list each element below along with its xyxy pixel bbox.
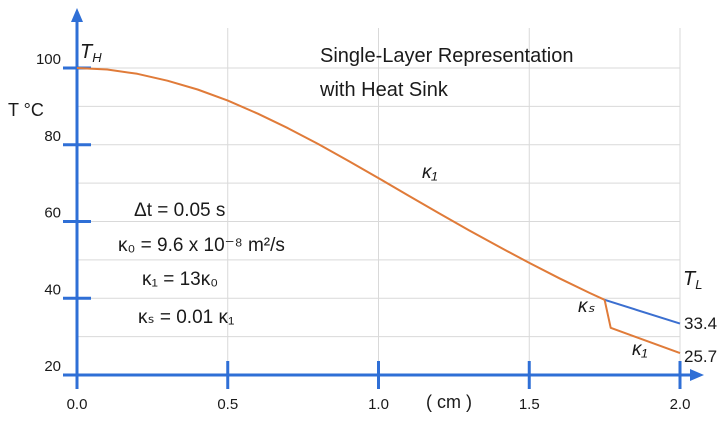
y-tick-label: 20 <box>44 358 61 375</box>
x-tick-label: 0.0 <box>67 396 88 413</box>
x-tick-label: 1.0 <box>368 396 389 413</box>
y-tick-label: 80 <box>44 128 61 145</box>
y-axis-label: T °C <box>8 100 44 120</box>
annotation-kappa0: κ₀ = 9.6 x 10⁻⁸ m²/s <box>118 235 285 256</box>
annotation-dt: Δt = 0.05 s <box>134 200 225 221</box>
curve-label-kappa1-lower: κ₁ <box>632 339 648 360</box>
th-label: TH <box>80 41 102 65</box>
curve-label-kappas: κₛ <box>578 296 596 317</box>
y-tick-label: 40 <box>44 281 61 298</box>
grid <box>76 28 681 376</box>
x-tick-label: 1.5 <box>519 396 540 413</box>
y-tick-label: 60 <box>44 205 61 222</box>
series-line-0 <box>76 67 606 301</box>
series-group <box>76 67 681 355</box>
x-tick-label: 2.0 <box>670 396 691 413</box>
ticks: 20 40 60 80 100 0.0 0.5 1.0 1.5 2.0 <box>36 51 690 413</box>
x-axis-arrow <box>690 369 704 381</box>
annotation-kappa1: κ₁ = 13κ₀ <box>142 269 218 290</box>
tl-label: TL <box>683 268 702 292</box>
x-tick-label: 0.5 <box>217 396 238 413</box>
series-line-1 <box>604 298 681 325</box>
chart-title-line-1: Single-Layer Representation <box>320 45 574 67</box>
x-axis-label: ( cm ) <box>426 392 472 412</box>
y-tick-label: 100 <box>36 51 61 68</box>
curve-label-kappa1: κ₁ <box>422 162 438 183</box>
y-axis-arrow <box>71 8 83 22</box>
annotation-kappas: κₛ = 0.01 κ₁ <box>138 307 234 328</box>
series-line-2 <box>603 299 681 355</box>
end-value-upper: 33.4 <box>684 314 717 333</box>
end-value-lower: 25.7 <box>684 347 717 366</box>
chart-title-line-2: with Heat Sink <box>319 79 449 101</box>
